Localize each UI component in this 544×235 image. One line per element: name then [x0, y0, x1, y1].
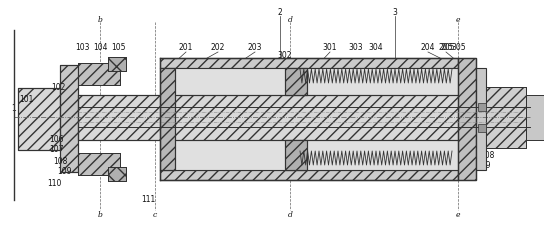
Bar	[486, 87, 526, 148]
Text: 108: 108	[53, 157, 67, 167]
Bar	[160, 58, 458, 68]
Bar	[458, 58, 476, 180]
Bar	[108, 167, 126, 181]
Text: 205: 205	[439, 43, 453, 51]
Text: 203: 203	[248, 43, 262, 51]
Text: 205: 205	[441, 43, 455, 51]
Text: 207: 207	[485, 102, 499, 111]
Bar	[18, 88, 60, 150]
Bar	[78, 153, 120, 175]
Text: 304: 304	[369, 43, 384, 51]
Text: b: b	[97, 211, 102, 219]
Text: 305: 305	[452, 43, 466, 51]
Bar	[60, 65, 78, 172]
Bar	[160, 68, 175, 170]
Bar	[160, 170, 458, 180]
Bar	[78, 95, 488, 140]
Bar	[285, 68, 307, 95]
Text: 107: 107	[49, 145, 63, 154]
Text: d: d	[288, 211, 293, 219]
Bar	[458, 58, 476, 180]
Bar	[478, 103, 486, 111]
Text: 103: 103	[75, 43, 89, 51]
Text: 101: 101	[19, 95, 33, 105]
Bar	[160, 58, 458, 68]
Text: 303: 303	[349, 43, 363, 51]
Text: e: e	[456, 211, 460, 219]
Text: 105: 105	[111, 43, 125, 51]
Text: 1: 1	[11, 103, 16, 113]
Text: 302: 302	[278, 51, 292, 59]
Text: b: b	[97, 16, 102, 24]
Bar	[108, 167, 126, 181]
Bar	[160, 68, 175, 170]
Text: 110: 110	[47, 179, 61, 188]
Bar	[18, 88, 60, 150]
Text: 102: 102	[51, 83, 65, 93]
Bar	[78, 95, 488, 140]
Bar	[486, 87, 526, 148]
Bar	[60, 65, 78, 172]
Bar	[160, 140, 458, 170]
Bar	[78, 63, 120, 85]
Text: 206: 206	[481, 91, 495, 101]
Text: 3: 3	[393, 8, 398, 16]
Text: 104: 104	[92, 43, 107, 51]
Bar	[285, 68, 307, 95]
Bar	[526, 95, 544, 140]
Text: 301: 301	[323, 43, 337, 51]
Text: 106: 106	[49, 136, 63, 145]
Text: 109: 109	[57, 168, 71, 176]
Bar	[285, 140, 307, 170]
Bar	[478, 124, 486, 132]
Text: 204: 204	[421, 43, 435, 51]
Bar	[160, 68, 458, 95]
Bar	[476, 68, 486, 170]
Text: e: e	[456, 16, 460, 24]
Text: d: d	[288, 16, 293, 24]
Bar	[78, 153, 120, 175]
Text: 2: 2	[277, 8, 282, 16]
Bar	[78, 63, 120, 85]
Bar	[285, 140, 307, 170]
Text: 202: 202	[211, 43, 225, 51]
Text: 208: 208	[481, 150, 495, 160]
Bar	[160, 170, 458, 180]
Text: 209: 209	[477, 161, 491, 171]
Text: 201: 201	[179, 43, 193, 51]
Bar	[108, 57, 126, 71]
Bar	[108, 57, 126, 71]
Text: c: c	[153, 211, 157, 219]
Text: 111: 111	[141, 196, 155, 204]
